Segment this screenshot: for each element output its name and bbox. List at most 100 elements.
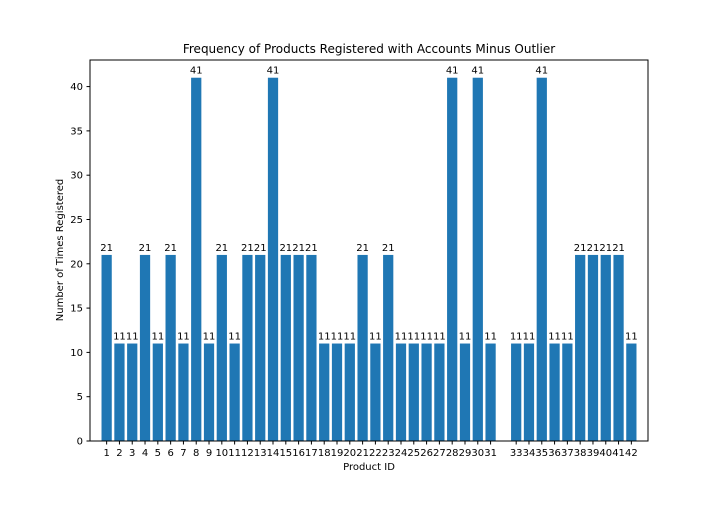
bars-group <box>101 77 637 441</box>
y-axis: 0 5 10 15 20 25 30 35 40 <box>70 82 90 448</box>
data-label-product-39: 21 <box>587 243 600 254</box>
data-label-product-42: 11 <box>625 332 638 343</box>
x-tick-label: 42 <box>625 448 638 459</box>
bar-product-11 <box>229 343 240 441</box>
x-tick-label: 2 <box>116 448 122 459</box>
data-label-product-16: 21 <box>292 243 305 254</box>
bar-product-23 <box>383 254 394 441</box>
bar-product-35 <box>536 77 547 441</box>
data-label-product-26: 11 <box>420 332 433 343</box>
bar-product-8 <box>191 77 202 441</box>
x-tick-label: 25 <box>407 448 420 459</box>
x-tick-label: 30 <box>471 448 484 459</box>
data-label-product-38: 21 <box>574 243 587 254</box>
x-tick-label: 41 <box>612 448 625 459</box>
bar-product-5 <box>152 343 163 441</box>
data-label-product-6: 21 <box>164 243 177 254</box>
data-label-product-31: 11 <box>484 332 497 343</box>
bar-product-9 <box>203 343 215 441</box>
bar-product-39 <box>587 254 599 441</box>
y-axis-title: Number of Times Registered <box>55 179 66 321</box>
x-tick-label: 20 <box>343 448 356 459</box>
y-tick-label: 10 <box>70 348 83 359</box>
y-tick-label: 35 <box>70 126 83 137</box>
bar-product-25 <box>408 343 419 441</box>
data-label-product-9: 11 <box>203 332 216 343</box>
bar-product-31 <box>485 343 496 441</box>
x-tick-label: 24 <box>395 448 408 459</box>
x-tick-label: 23 <box>382 448 395 459</box>
data-label-product-33: 11 <box>510 332 523 343</box>
bar-product-38 <box>575 254 586 441</box>
bar-product-36 <box>549 343 560 441</box>
x-tick-label: 1 <box>103 448 109 459</box>
x-tick-label: 12 <box>241 448 254 459</box>
data-label-product-41: 21 <box>612 243 625 254</box>
plot-frame <box>89 59 649 442</box>
x-tick-label: 22 <box>369 448 382 459</box>
bar-product-6 <box>165 254 176 441</box>
x-axis-title: Product ID <box>343 462 395 473</box>
data-label-product-20: 11 <box>343 332 356 343</box>
x-tick-label: 21 <box>356 448 369 459</box>
data-label-product-4: 21 <box>139 243 152 254</box>
bar-product-16 <box>293 254 304 441</box>
bar-product-14 <box>267 77 279 441</box>
x-tick-label: 27 <box>433 448 446 459</box>
data-label-product-12: 21 <box>241 243 254 254</box>
y-tick-label: 0 <box>77 437 83 448</box>
bar-product-29 <box>459 343 471 441</box>
x-tick-label: 26 <box>420 448 433 459</box>
bar-product-7 <box>178 343 189 441</box>
data-label-product-27: 11 <box>433 332 446 343</box>
bar-product-20 <box>344 343 355 441</box>
x-tick-label: 13 <box>254 448 267 459</box>
x-tick-label: 14 <box>267 448 280 459</box>
bar-product-13 <box>255 254 266 441</box>
bar-product-10 <box>216 254 227 441</box>
data-label-product-13: 21 <box>254 243 267 254</box>
bar-product-37 <box>562 343 573 441</box>
chart-title: Frequency of Products Registered with Ac… <box>183 42 555 56</box>
bar-product-17 <box>306 254 317 441</box>
x-tick-label: 34 <box>523 448 536 459</box>
x-tick-label: 18 <box>318 448 331 459</box>
x-tick-label: 16 <box>292 448 305 459</box>
data-label-product-35: 41 <box>535 66 548 77</box>
bar-product-21 <box>357 254 368 441</box>
data-label-product-19: 11 <box>331 332 344 343</box>
x-tick-label: 9 <box>206 448 212 459</box>
data-label-product-23: 21 <box>382 243 395 254</box>
x-axis: 1 2 3 4 5 6 7 8 9 10 11 12 13 14 15 16 17 18 19 20 21 22 23 24 2… <box>103 441 638 459</box>
data-label-product-40: 21 <box>599 243 612 254</box>
x-tick-label: 5 <box>155 448 161 459</box>
bar-product-40 <box>600 254 611 441</box>
bar-product-18 <box>319 343 330 441</box>
data-label-product-11: 11 <box>228 332 241 343</box>
bar-product-12 <box>242 254 253 441</box>
x-tick-label: 40 <box>599 448 612 459</box>
bar-product-42 <box>626 343 637 441</box>
y-tick-label: 15 <box>70 304 83 315</box>
x-tick-label: 10 <box>215 448 228 459</box>
data-label-product-28: 41 <box>446 66 459 77</box>
x-tick-label: 15 <box>279 448 292 459</box>
data-label-product-17: 21 <box>305 243 318 254</box>
bar-product-15 <box>280 254 291 441</box>
x-tick-label: 36 <box>548 448 561 459</box>
data-label-product-5: 11 <box>151 332 164 343</box>
x-tick-label: 38 <box>574 448 587 459</box>
bar-product-1 <box>101 254 112 441</box>
data-label-product-1: 21 <box>100 243 113 254</box>
data-label-product-2: 11 <box>113 332 126 343</box>
bar-product-41 <box>613 254 624 441</box>
data-label-product-29: 11 <box>459 332 472 343</box>
y-tick-label: 25 <box>70 215 83 226</box>
bar-product-28 <box>447 77 458 441</box>
bar-product-33 <box>511 343 522 441</box>
data-label-product-34: 11 <box>523 332 536 343</box>
bar-product-26 <box>421 343 432 441</box>
